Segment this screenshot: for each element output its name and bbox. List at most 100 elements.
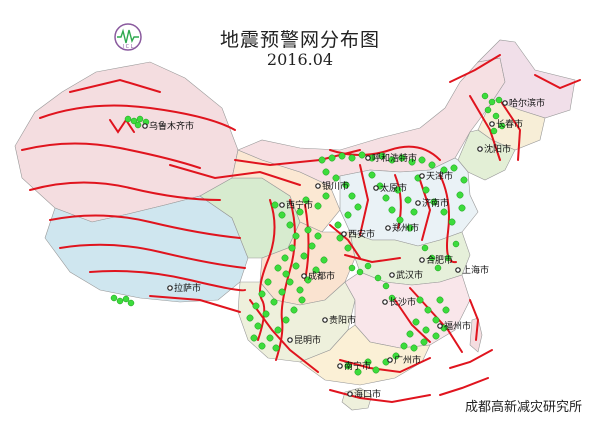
city-dot (301, 273, 307, 279)
city-dot (502, 100, 508, 106)
city-label: 武汉市 (396, 269, 423, 281)
city-marker-guangzhou: 广州市 (387, 354, 421, 366)
city-dot (419, 173, 425, 179)
city-dot (489, 121, 495, 127)
logo-wave-icon (117, 28, 139, 44)
city-label: 拉萨市 (174, 282, 201, 294)
city-marker-huhehaote: 呼和浩特市 (365, 152, 417, 164)
city-marker-kunming: 昆明市 (287, 334, 321, 346)
city-marker-yinchuan: 银川市 (315, 180, 349, 192)
fault-line (339, 357, 431, 374)
city-marker-wuhan: 武汉市 (389, 269, 423, 281)
city-label: 长春市 (496, 118, 523, 130)
city-dot (373, 185, 379, 191)
fault-line (39, 104, 236, 131)
city-marker-xining: 西宁市 (279, 199, 313, 211)
city-dot (279, 202, 285, 208)
city-marker-zhengzhou: 郑州市 (385, 222, 419, 234)
station-cluster-tibet (110, 294, 135, 307)
city-marker-wulumuqi: 乌鲁木齐市 (142, 120, 194, 132)
city-marker-fuzhou: 福州市 (437, 320, 471, 332)
region-southwest (237, 281, 356, 363)
fault-line (304, 204, 310, 281)
city-marker-haikou: 海口市 (347, 388, 381, 400)
fault-line (21, 142, 201, 169)
fault-line (49, 214, 241, 239)
fault-line (169, 164, 301, 186)
fault-line (449, 349, 493, 369)
fault-line (329, 224, 361, 259)
station-cluster-north (318, 151, 468, 232)
city-dot (365, 155, 371, 161)
fault-line (59, 243, 246, 269)
city-label: 长沙市 (389, 296, 416, 308)
city-label: 西安市 (348, 228, 375, 240)
institute-name: 成都高新减灾研究所 (464, 400, 582, 415)
city-marker-shenyang: 沈阳市 (477, 143, 511, 155)
city-label: 贵阳市 (329, 314, 356, 326)
city-dot (315, 183, 321, 189)
city-dot (455, 267, 461, 273)
city-dot (382, 299, 388, 305)
city-marker-xian: 西安市 (341, 228, 375, 240)
fault-line (394, 174, 402, 229)
city-label: 哈尔滨市 (509, 97, 545, 109)
city-dot (142, 123, 148, 129)
city-label: 广州市 (394, 354, 421, 366)
fault-line (359, 164, 370, 236)
fault-line (439, 377, 489, 396)
fault-line (499, 99, 522, 161)
city-label: 呼和浩特市 (372, 152, 417, 164)
institute-logo: I C L (114, 23, 142, 51)
city-label: 西宁市 (286, 199, 313, 211)
fault-line (109, 118, 135, 134)
fault-line (89, 270, 246, 292)
station-cluster-central (348, 240, 460, 302)
city-dot (322, 317, 328, 323)
fault-line (344, 254, 401, 264)
city-label: 乌鲁木齐市 (149, 120, 194, 132)
city-label: 银川市 (322, 180, 349, 192)
city-label: 太原市 (380, 182, 407, 194)
city-label: 海口市 (354, 388, 381, 400)
city-dot (389, 272, 395, 278)
city-label: 成都市 (308, 270, 335, 282)
city-label: 沈阳市 (484, 143, 511, 155)
city-dot (415, 200, 421, 206)
city-dot (437, 323, 443, 329)
fault-line (275, 199, 296, 361)
city-marker-jinan: 济南市 (415, 197, 449, 209)
logo-text: I C L (123, 44, 134, 50)
station-clusters (110, 92, 506, 376)
fault-line (329, 389, 431, 404)
city-marker-shanghai: 上海市 (455, 264, 489, 276)
city-dot (385, 225, 391, 231)
city-marker-changchun: 长春市 (489, 118, 523, 130)
city-dot (387, 357, 393, 363)
city-label: 南宁市 (344, 360, 371, 372)
fault-line (469, 299, 480, 341)
city-marker-nanning: 南宁市 (337, 360, 371, 372)
fault-line (469, 95, 501, 161)
city-marker-changsha: 长沙市 (382, 296, 416, 308)
city-dot (419, 257, 425, 263)
city-marker-tianjin: 天津市 (419, 170, 453, 182)
city-label: 福州市 (444, 320, 471, 332)
station-cluster-northeast (481, 92, 506, 135)
city-label: 济南市 (422, 197, 449, 209)
fault-line (534, 74, 581, 90)
city-marker-chengdu: 成都市 (301, 270, 335, 282)
city-dot (167, 285, 173, 291)
station-cluster-west-central (246, 192, 352, 352)
city-marker-hefei: 合肥市 (419, 254, 453, 266)
fault-line (149, 295, 241, 313)
fault-line (449, 54, 501, 83)
city-marker-guiyang: 贵阳市 (322, 314, 356, 326)
map-date: 2016.04 (266, 50, 334, 69)
city-marker-haerbin: 哈尔滨市 (502, 97, 545, 109)
city-label: 天津市 (426, 170, 453, 182)
city-marker-lasa: 拉萨市 (167, 282, 201, 294)
fault-line (394, 299, 431, 343)
